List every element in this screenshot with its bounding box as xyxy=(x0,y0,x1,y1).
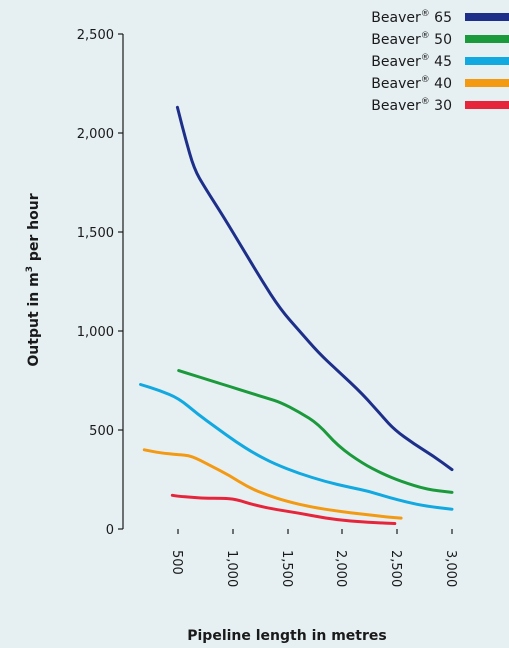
series-line xyxy=(170,493,397,525)
legend-item: Beaver® 40 xyxy=(371,75,509,92)
legend-label-mark: ® xyxy=(421,75,430,85)
legend-label-name: Beaver xyxy=(371,54,421,70)
x-tick-label: 1,500 xyxy=(279,550,294,587)
legend-swatch xyxy=(465,57,509,65)
y-tick-label: 500 xyxy=(89,424,114,439)
x-tick-label: 1,000 xyxy=(224,550,239,587)
legend-label-number: 45 xyxy=(430,54,452,70)
legend-label-number: 65 xyxy=(430,10,452,26)
legend-label: Beaver® 50 xyxy=(371,31,452,48)
y-axis-title-suffix: per hour xyxy=(26,193,42,266)
y-tick-label: 2,500 xyxy=(77,28,114,43)
x-tick-label: 500 xyxy=(169,550,184,575)
x-tick-label: 3,000 xyxy=(443,550,458,587)
y-tick-label: 1,000 xyxy=(77,325,114,340)
y-axis-title: Output in m3 per hour xyxy=(25,193,42,366)
legend-label-name: Beaver xyxy=(371,98,421,114)
legend-label-mark: ® xyxy=(421,9,430,19)
legend-label: Beaver® 65 xyxy=(371,9,452,26)
legend-label-number: 50 xyxy=(430,32,452,48)
legend-item: Beaver® 30 xyxy=(371,97,509,114)
x-axis-title: Pipeline length in metres xyxy=(187,628,386,644)
series-line xyxy=(177,369,454,494)
y-tick-label: 2,000 xyxy=(77,127,114,142)
legend-item: Beaver® 50 xyxy=(371,31,509,48)
legend-label-mark: ® xyxy=(421,31,430,41)
legend-swatch xyxy=(465,101,509,109)
legend-item: Beaver® 45 xyxy=(371,53,509,70)
series-line xyxy=(139,383,454,511)
series-line xyxy=(142,448,403,520)
legend-label-name: Beaver xyxy=(371,76,421,92)
x-tick-group: 500 1,000 1,500 2,000 2,500 3,000 xyxy=(169,529,458,587)
series-line xyxy=(175,105,454,472)
legend-label-mark: ® xyxy=(421,97,430,107)
legend-item: Beaver® 65 xyxy=(371,9,509,26)
y-tick-label: 0 xyxy=(106,523,114,538)
legend-label: Beaver® 45 xyxy=(371,53,452,70)
legend-label-name: Beaver xyxy=(371,32,421,48)
legend-swatch xyxy=(465,35,509,43)
legend-label: Beaver® 30 xyxy=(371,97,452,114)
legend-swatch xyxy=(465,79,509,87)
legend-label-mark: ® xyxy=(421,53,430,63)
y-tick-group: 0 500 1,000 1,500 2,000 2,500 xyxy=(77,28,123,538)
legend-label-number: 40 xyxy=(430,76,452,92)
series-group xyxy=(139,105,454,525)
y-axis-title-prefix: Output in m xyxy=(26,272,42,366)
x-tick-label: 2,500 xyxy=(388,550,403,587)
x-tick-label: 2,000 xyxy=(333,550,348,587)
y-axis-title-superscript: 3 xyxy=(25,266,35,272)
y-tick-label: 1,500 xyxy=(77,226,114,241)
legend-label-number: 30 xyxy=(430,98,452,114)
legend-label: Beaver® 40 xyxy=(371,75,452,92)
legend-swatch xyxy=(465,13,509,21)
legend-label-name: Beaver xyxy=(371,10,421,26)
